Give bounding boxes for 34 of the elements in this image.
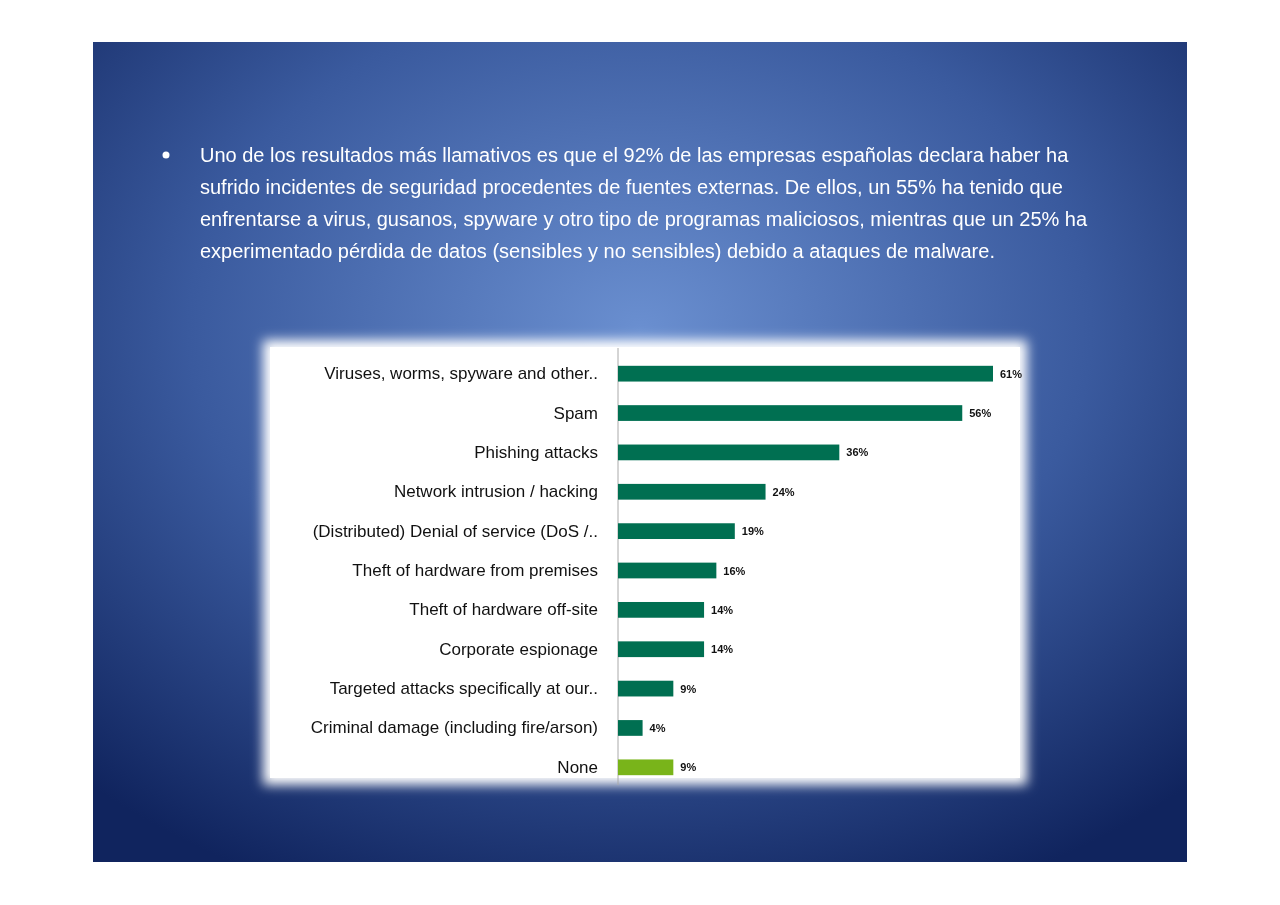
data-label: 56%	[969, 407, 992, 420]
bar	[618, 562, 717, 579]
data-label: 4%	[649, 721, 666, 734]
bar	[618, 641, 705, 658]
data-label: 61%	[1000, 367, 1023, 380]
bar	[618, 523, 735, 540]
data-label: 36%	[846, 446, 869, 459]
bar	[618, 720, 643, 736]
y-tick-label: Phishing attacks	[474, 442, 598, 462]
bar	[618, 365, 993, 382]
y-tick-label: Network intrusion / hacking	[393, 482, 598, 502]
y-tick-label: Spam	[553, 403, 598, 423]
y-tick-label: Theft of hardware off-site	[409, 600, 598, 620]
bar	[618, 601, 705, 618]
data-label: 9%	[680, 682, 697, 695]
data-label: 19%	[741, 525, 765, 538]
y-tick-label: Criminal damage (including fire/arson)	[310, 718, 598, 738]
y-tick-label: None	[557, 757, 598, 777]
data-label: 24%	[772, 485, 795, 498]
bar	[618, 759, 674, 776]
data-label: 14%	[711, 603, 734, 616]
bar	[618, 483, 766, 500]
y-tick-label: Viruses, worms, spyware and other..	[324, 364, 598, 384]
chart-title: Uno de los resultados más llamativos es que el 92% de las empresas españolas declara haber ha sufrido incidentes de seguridad procedentes de fuentes externas. De ellos, un 55% ha tenido que enfrentarse a virus, gusanos, spyware y otro tipo de programas maliciosos, mientras que un 25% ha experimentado pérdida de datos (sensibles y no sensibles) debido a ataques de malware.	[200, 144, 1088, 262]
bar	[618, 680, 674, 697]
y-tick-label: Targeted attacks specifically at our..	[329, 679, 598, 699]
data-label: 16%	[723, 564, 746, 577]
y-tick-label: Corporate espionage	[439, 639, 598, 659]
y-tick-label: Theft of hardware from premises	[352, 561, 598, 580]
y-tick-label: (Distributed) Denial of service (DoS /..	[312, 521, 598, 541]
bar	[618, 405, 963, 421]
data-label: 14%	[711, 643, 734, 656]
data-label: 9%	[680, 761, 697, 774]
bar	[618, 444, 840, 461]
